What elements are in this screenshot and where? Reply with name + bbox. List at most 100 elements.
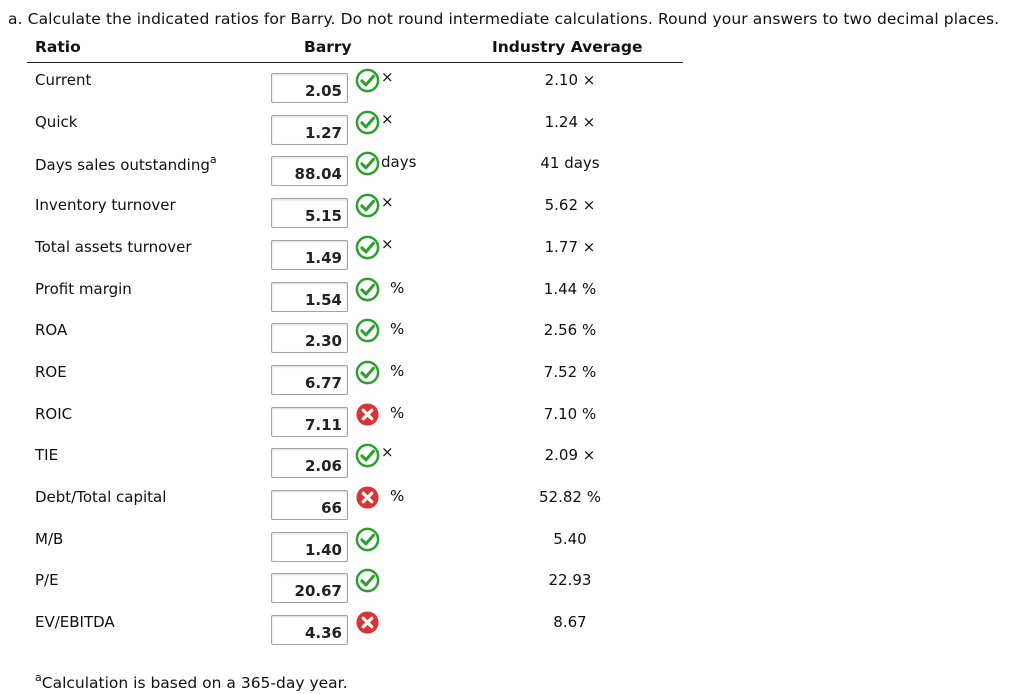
answer-input[interactable]: 1.49 xyxy=(271,240,348,270)
unit-label: % xyxy=(390,279,405,297)
unit-label: × xyxy=(381,443,394,461)
answer-input[interactable]: 66 xyxy=(271,490,348,520)
answer-input[interactable]: 5.15 xyxy=(271,198,348,228)
instructions: a. Calculate the indicated ratios for Ba… xyxy=(8,10,1000,28)
answer-input[interactable]: 4.36 xyxy=(271,615,348,645)
ratio-label: M/B xyxy=(35,530,63,548)
industry-average-value: 5.62 × xyxy=(544,196,596,214)
header-industry-average: Industry Average xyxy=(492,38,643,56)
correct-check-icon xyxy=(355,318,380,343)
unit-label: × xyxy=(381,68,394,86)
unit-label: % xyxy=(390,487,405,505)
ratio-label: EV/EBITDA xyxy=(35,613,115,631)
unit-label: × xyxy=(381,235,394,253)
table-row: ROA 2.30% 2.56 % xyxy=(0,314,1024,356)
ratio-label: Current xyxy=(35,71,91,89)
ratio-label: ROE xyxy=(35,363,67,381)
ratio-label-text: Days sales outstanding xyxy=(35,156,210,174)
ratio-label-text: Total assets turnover xyxy=(35,238,192,256)
answer-input[interactable]: 1.27 xyxy=(271,115,348,145)
correct-check-icon xyxy=(355,193,380,218)
header-barry: Barry xyxy=(304,38,352,56)
correct-check-icon xyxy=(355,110,380,135)
ratio-label-text: ROA xyxy=(35,321,68,339)
incorrect-cross-icon xyxy=(355,610,380,635)
incorrect-cross-icon xyxy=(355,485,380,510)
ratio-label-text: EV/EBITDA xyxy=(35,613,115,631)
industry-average-value: 2.09 × xyxy=(544,446,596,464)
answer-input[interactable]: 88.04 xyxy=(271,156,348,186)
ratio-label: P/E xyxy=(35,571,59,589)
ratio-label-text: ROIC xyxy=(35,405,73,423)
table-row: Inventory turnover 5.15 × 5.62 × xyxy=(0,189,1024,231)
ratio-label-text: Profit margin xyxy=(35,280,132,298)
header-ratio: Ratio xyxy=(35,38,81,56)
unit-label: days xyxy=(381,153,417,171)
table-row: Debt/Total capital 66% 52.82 % xyxy=(0,481,1024,523)
industry-average-value: 7.10 % xyxy=(543,405,597,423)
answer-input[interactable]: 2.06 xyxy=(271,448,348,478)
table-row: M/B 1.40 5.40 xyxy=(0,523,1024,565)
ratio-label-text: M/B xyxy=(35,530,64,548)
table-row: Current 2.05 × 2.10 × xyxy=(0,64,1024,106)
answer-input[interactable]: 2.30 xyxy=(271,323,348,353)
correct-check-icon xyxy=(355,235,380,260)
ratio-label-text: P/E xyxy=(35,571,59,589)
answer-input[interactable]: 2.05 xyxy=(271,73,348,103)
industry-average-value: 22.93 xyxy=(548,571,592,589)
ratio-label-text: Current xyxy=(35,71,92,89)
ratio-label-text: Inventory turnover xyxy=(35,196,176,214)
industry-average-value: 1.44 % xyxy=(543,280,597,298)
ratio-label-text: ROE xyxy=(35,363,67,381)
ratio-label: ROIC xyxy=(35,405,72,423)
ratio-label: Days sales outstandinga xyxy=(35,153,217,174)
table-row: Total assets turnover 1.49 × 1.77 × xyxy=(0,231,1024,273)
header-divider xyxy=(27,62,683,63)
correct-check-icon xyxy=(355,568,380,593)
correct-check-icon xyxy=(355,443,380,468)
table-row: P/E 20.67 22.93 xyxy=(0,564,1024,606)
unit-label: × xyxy=(381,193,394,211)
ratio-label: Inventory turnover xyxy=(35,196,176,214)
table-row: Profit margin 1.54% 1.44 % xyxy=(0,273,1024,315)
table-row: TIE 2.06 × 2.09 × xyxy=(0,439,1024,481)
incorrect-cross-icon xyxy=(355,402,380,427)
correct-check-icon xyxy=(355,68,380,93)
answer-input[interactable]: 6.77 xyxy=(271,365,348,395)
footnote-ref: a xyxy=(209,153,217,166)
unit-label: % xyxy=(390,320,405,338)
ratio-label: Quick xyxy=(35,113,77,131)
ratio-label-text: Quick xyxy=(35,113,78,131)
industry-average-value: 52.82 % xyxy=(539,488,601,506)
ratio-label: Debt/Total capital xyxy=(35,488,166,506)
industry-average-value: 7.52 % xyxy=(543,363,597,381)
table-row: EV/EBITDA 4.36 8.67 xyxy=(0,606,1024,648)
table-row: ROE 6.77% 7.52 % xyxy=(0,356,1024,398)
answer-input[interactable]: 1.54 xyxy=(271,282,348,312)
footnote: aCalculation is based on a 365-day year. xyxy=(35,671,348,693)
footnote-text: Calculation is based on a 365-day year. xyxy=(41,674,348,693)
table-row: ROIC 7.11% 7.10 % xyxy=(0,398,1024,440)
correct-check-icon xyxy=(355,527,380,552)
industry-average-value: 5.40 xyxy=(553,530,587,548)
answer-input[interactable]: 1.40 xyxy=(271,532,348,562)
correct-check-icon xyxy=(355,151,380,176)
industry-average-value: 41 days xyxy=(540,154,600,172)
table-row: Quick 1.27 × 1.24 × xyxy=(0,106,1024,148)
unit-label: % xyxy=(390,404,405,422)
unit-label: % xyxy=(390,362,405,380)
footnote-marker: a xyxy=(35,671,42,684)
industry-average-value: 8.67 xyxy=(553,613,587,631)
table-row: Days sales outstandinga 88.04 days 41 days xyxy=(0,147,1024,189)
answer-input[interactable]: 20.67 xyxy=(271,573,348,603)
correct-check-icon xyxy=(355,360,380,385)
industry-average-value: 1.24 × xyxy=(544,113,596,131)
ratio-label: ROA xyxy=(35,321,67,339)
industry-average-value: 2.10 × xyxy=(544,71,596,89)
unit-label: × xyxy=(381,110,394,128)
industry-average-value: 1.77 × xyxy=(544,238,596,256)
ratio-label: Profit margin xyxy=(35,280,132,298)
industry-average-value: 2.56 % xyxy=(543,321,597,339)
answer-input[interactable]: 7.11 xyxy=(271,407,348,437)
ratio-label: Total assets turnover xyxy=(35,238,192,256)
